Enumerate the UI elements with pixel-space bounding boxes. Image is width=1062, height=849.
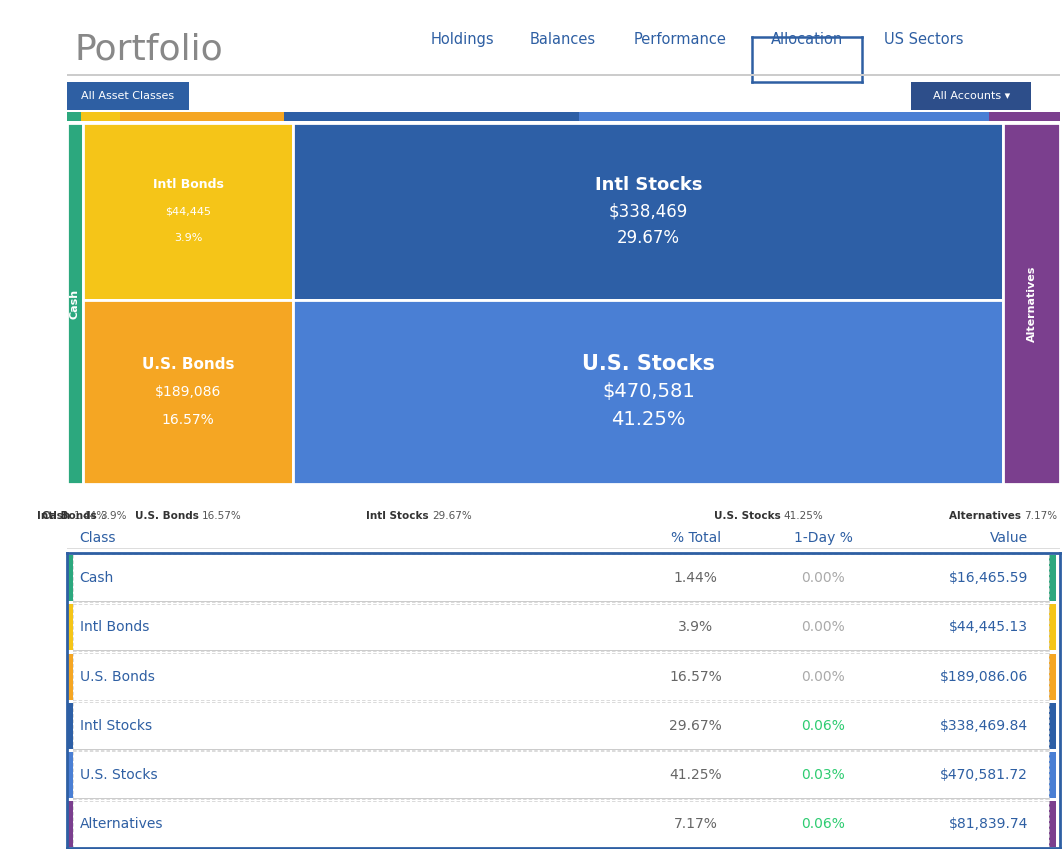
Text: Cash: Cash (70, 289, 80, 318)
Text: Cash: Cash (42, 511, 74, 521)
Text: 3.9%: 3.9% (101, 511, 127, 521)
Text: Alternatives: Alternatives (1027, 266, 1037, 341)
Text: 0.03%: 0.03% (801, 768, 845, 782)
Text: Intl Stocks: Intl Stocks (595, 176, 702, 194)
Text: U.S. Bonds: U.S. Bonds (142, 357, 235, 372)
Text: Value: Value (990, 531, 1028, 544)
Text: U.S. Stocks: U.S. Stocks (582, 354, 715, 374)
Text: 29.67%: 29.67% (432, 511, 472, 521)
Text: $338,469: $338,469 (609, 203, 688, 221)
Text: Portfolio: Portfolio (74, 32, 223, 66)
Text: 16.57%: 16.57% (202, 511, 242, 521)
Text: Class: Class (80, 531, 116, 544)
Text: U.S. Bonds: U.S. Bonds (135, 511, 202, 521)
Text: 41.25%: 41.25% (784, 511, 824, 521)
Text: 16.57%: 16.57% (669, 670, 722, 683)
Text: 0.00%: 0.00% (801, 621, 845, 634)
Text: $338,469.84: $338,469.84 (940, 719, 1028, 733)
Text: Performance: Performance (633, 32, 726, 48)
Text: $189,086.06: $189,086.06 (940, 670, 1028, 683)
Text: $16,465.59: $16,465.59 (948, 571, 1028, 585)
Text: US Sectors: US Sectors (885, 32, 963, 48)
Text: $470,581.72: $470,581.72 (940, 768, 1028, 782)
Text: 0.00%: 0.00% (801, 571, 845, 585)
Text: 29.67%: 29.67% (617, 229, 680, 247)
Text: $470,581: $470,581 (602, 382, 695, 402)
Text: 1.44%: 1.44% (673, 571, 718, 585)
Text: All Accounts ▾: All Accounts ▾ (932, 91, 1010, 101)
Text: $44,445.13: $44,445.13 (949, 621, 1028, 634)
Text: Intl Stocks: Intl Stocks (365, 511, 432, 521)
Text: Intl Bonds: Intl Bonds (80, 621, 149, 634)
Text: U.S. Stocks: U.S. Stocks (714, 511, 784, 521)
Text: 16.57%: 16.57% (161, 413, 215, 426)
Text: 41.25%: 41.25% (669, 768, 722, 782)
Text: 1-Day %: 1-Day % (793, 531, 853, 544)
Text: Cash: Cash (80, 571, 114, 585)
Text: % Total: % Total (670, 531, 721, 544)
Text: Alternatives: Alternatives (80, 818, 164, 831)
Text: 0.06%: 0.06% (801, 818, 845, 831)
Text: 1.44%: 1.44% (74, 511, 107, 521)
Text: 7.17%: 7.17% (1024, 511, 1058, 521)
Text: $81,839.74: $81,839.74 (948, 818, 1028, 831)
Text: 0.06%: 0.06% (801, 719, 845, 733)
Text: 41.25%: 41.25% (611, 410, 686, 429)
Text: Balances: Balances (530, 32, 596, 48)
Text: All Asset Classes: All Asset Classes (82, 91, 174, 101)
Text: Intl Bonds: Intl Bonds (37, 511, 101, 521)
Text: Alternatives: Alternatives (948, 511, 1024, 521)
Text: 3.9%: 3.9% (174, 233, 202, 243)
Text: 3.9%: 3.9% (678, 621, 714, 634)
Text: Allocation: Allocation (771, 32, 843, 48)
Text: $189,086: $189,086 (155, 385, 221, 399)
Text: 29.67%: 29.67% (669, 719, 722, 733)
Text: U.S. Stocks: U.S. Stocks (80, 768, 157, 782)
Text: 0.00%: 0.00% (801, 670, 845, 683)
Text: $44,445: $44,445 (165, 206, 211, 216)
Text: Intl Stocks: Intl Stocks (80, 719, 152, 733)
Text: U.S. Bonds: U.S. Bonds (80, 670, 155, 683)
Text: Holdings: Holdings (430, 32, 494, 48)
Text: Intl Bonds: Intl Bonds (153, 178, 223, 192)
Text: 7.17%: 7.17% (673, 818, 718, 831)
